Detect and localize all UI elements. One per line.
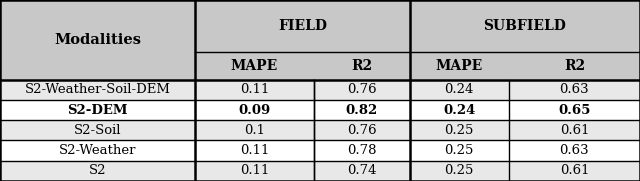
Text: 0.76: 0.76 [347,83,376,96]
Bar [0,0,195,52]
Bar [410,52,509,80]
Bar [195,140,314,161]
Bar [195,161,314,181]
Bar [314,100,410,120]
Text: 0.82: 0.82 [346,104,378,117]
Bar [410,0,640,52]
Bar [195,52,314,80]
Bar [195,120,314,140]
Text: 0.1: 0.1 [244,124,265,137]
Text: 0.11: 0.11 [240,164,269,177]
Text: R2: R2 [564,59,585,73]
Text: 0.61: 0.61 [559,164,589,177]
Bar [410,140,509,161]
Bar [0,80,195,100]
Bar [509,161,640,181]
Text: MAPE: MAPE [436,59,483,73]
Bar [195,80,314,100]
Bar [509,80,640,100]
Bar [410,161,509,181]
Text: FIELD: FIELD [278,19,327,33]
Bar [410,120,509,140]
Bar [0,161,195,181]
Bar [314,52,410,80]
Bar [314,120,410,140]
Bar [314,161,410,181]
Text: R2: R2 [351,59,372,73]
Text: 0.61: 0.61 [559,124,589,137]
Text: SUBFIELD: SUBFIELD [483,19,566,33]
Bar [314,140,410,161]
Text: 0.25: 0.25 [445,164,474,177]
Text: S2: S2 [89,164,106,177]
Text: 0.25: 0.25 [445,144,474,157]
Text: 0.09: 0.09 [238,104,271,117]
Text: 0.74: 0.74 [347,164,376,177]
Text: 0.76: 0.76 [347,124,376,137]
Text: 0.24: 0.24 [443,104,476,117]
Bar [0,100,195,120]
Text: S2-DEM: S2-DEM [67,104,128,117]
Bar [410,100,509,120]
Text: 0.65: 0.65 [558,104,591,117]
Bar [0,140,195,161]
Text: 0.11: 0.11 [240,144,269,157]
Bar [509,100,640,120]
Text: S2-Weather: S2-Weather [59,144,136,157]
Text: 0.63: 0.63 [559,83,589,96]
Bar [195,0,410,52]
Bar [314,80,410,100]
Bar [195,100,314,120]
Text: S2-Weather-Soil-DEM: S2-Weather-Soil-DEM [24,83,171,96]
Text: S2-Soil: S2-Soil [74,124,122,137]
Text: 0.63: 0.63 [559,144,589,157]
Bar [509,52,640,80]
Bar [509,120,640,140]
Text: 0.25: 0.25 [445,124,474,137]
Text: Modalities: Modalities [54,33,141,47]
Bar [0,120,195,140]
Text: MAPE: MAPE [231,59,278,73]
Text: 0.78: 0.78 [347,144,376,157]
Text: 0.24: 0.24 [445,83,474,96]
Bar [410,80,509,100]
Bar [0,52,195,80]
Text: 0.11: 0.11 [240,83,269,96]
Bar [509,140,640,161]
